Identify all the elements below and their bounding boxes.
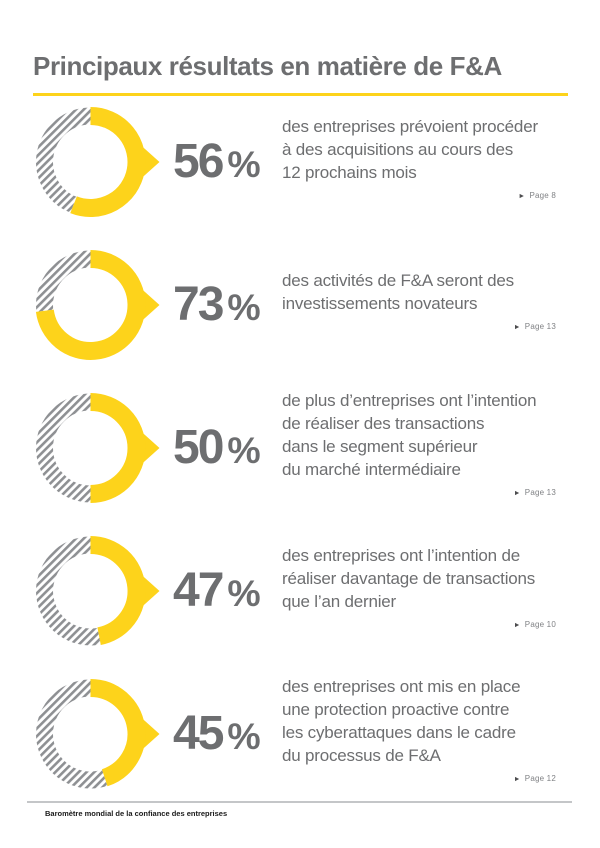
donut-remainder-arc xyxy=(36,250,91,312)
percent-number: 45 xyxy=(173,707,224,760)
percent-unit: % xyxy=(227,429,261,471)
percent-unit: % xyxy=(227,715,261,757)
page-reference[interactable]: ► Page 13 xyxy=(282,488,568,497)
arrow-right-icon: ► xyxy=(513,621,521,629)
percent-value: 45% xyxy=(173,710,274,758)
arrow-right-icon: ► xyxy=(513,324,521,331)
arrow-right-icon: ► xyxy=(513,490,521,497)
result-description: des entreprises ont mis en place une pro… xyxy=(282,677,521,765)
donut-value-arc xyxy=(70,107,146,217)
donut-chart xyxy=(35,250,160,360)
result-row: 47% des entreprises ont l’intention de ré… xyxy=(33,520,568,662)
page-reference-label: Page 8 xyxy=(529,190,556,200)
donut-remainder-arc xyxy=(36,107,91,213)
result-row: 73% des activités de F&A seront des inves… xyxy=(33,234,568,376)
page-reference[interactable]: ► Page 13 xyxy=(282,322,568,331)
page-reference[interactable]: ► Page 12 xyxy=(282,774,568,783)
page-reference[interactable]: ► Page 10 xyxy=(282,620,568,629)
result-row: 56% des entreprises prévoient procéder à … xyxy=(33,91,568,233)
result-text-block: des activités de F&A seront des investis… xyxy=(282,269,568,331)
percent-number: 73 xyxy=(173,278,224,331)
donut-chart xyxy=(36,536,160,646)
arrow-right-icon: ► xyxy=(513,776,521,783)
result-description: de plus d’entreprises ont l’intention de… xyxy=(282,391,537,479)
page-reference-label: Page 12 xyxy=(524,774,556,783)
donut-remainder-arc xyxy=(36,393,91,503)
footer-divider xyxy=(27,801,572,803)
title-underline xyxy=(33,93,568,96)
donut-value-arc xyxy=(90,679,146,787)
percent-value: 47% xyxy=(173,567,274,615)
percent-number: 56 xyxy=(173,135,224,188)
percent-value: 73% xyxy=(173,281,274,329)
result-description: des activités de F&A seront des investis… xyxy=(282,271,514,313)
result-text-block: des entreprises ont l’intention de réali… xyxy=(282,544,568,629)
donut-chart xyxy=(36,679,160,789)
result-row: 50% de plus d’entreprises ont l’intention… xyxy=(33,377,568,519)
result-text-block: de plus d’entreprises ont l’intention de… xyxy=(282,389,568,497)
donut-chart xyxy=(36,393,160,503)
page-title: Principaux résultats en matière de F&A xyxy=(33,51,502,81)
percent-value: 50% xyxy=(173,424,274,472)
page-reference[interactable]: ► Page 8 xyxy=(282,191,568,200)
percent-unit: % xyxy=(227,143,261,185)
page-footer: Baromètre mondial de la confiance des en… xyxy=(0,801,600,818)
percent-unit: % xyxy=(227,286,261,328)
footer-label: Baromètre mondial de la confiance des en… xyxy=(45,809,228,818)
percent-number: 50 xyxy=(173,421,224,474)
page-reference-label: Page 10 xyxy=(524,619,556,629)
donut-value-arc xyxy=(35,250,146,360)
arrow-right-icon: ► xyxy=(518,192,526,200)
percent-unit: % xyxy=(227,572,261,614)
donut-value-arc xyxy=(90,536,146,646)
page-reference-label: Page 13 xyxy=(524,322,556,331)
donut-remainder-arc xyxy=(36,679,108,789)
result-description: des entreprises prévoient procéder à des… xyxy=(282,116,538,182)
result-text-block: des entreprises ont mis en place une pro… xyxy=(282,675,568,783)
donut-remainder-arc xyxy=(36,536,101,646)
page-header: Principaux résultats en matière de F&A xyxy=(0,0,600,96)
percent-number: 47 xyxy=(173,564,224,617)
donut-value-arc xyxy=(90,393,146,503)
percent-value: 56% xyxy=(173,138,274,186)
page-reference-label: Page 13 xyxy=(524,488,556,497)
donut-chart xyxy=(36,107,160,217)
result-row: 45% des entreprises ont mis en place une … xyxy=(33,663,568,805)
result-description: des entreprises ont l’intention de réali… xyxy=(282,545,536,611)
result-text-block: des entreprises prévoient procéder à des… xyxy=(282,115,568,200)
